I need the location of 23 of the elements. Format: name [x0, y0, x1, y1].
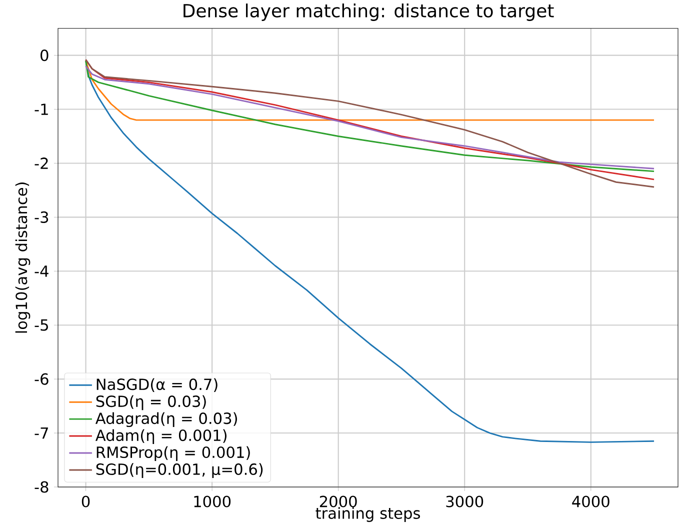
x-axis-title: training steps: [316, 507, 420, 522]
x-tick-label: 3000: [446, 496, 484, 508]
y-tick-label: -8: [34, 481, 48, 493]
y-tick-label: -5: [34, 319, 48, 331]
x-tick-label: 1000: [194, 496, 231, 508]
y-axis-title: log10(avg distance): [15, 182, 30, 333]
y-tick-label: 0: [40, 50, 48, 62]
legend-label: SGD(η = 0.03): [96, 395, 206, 410]
x-tick-label: 2000: [320, 496, 357, 508]
y-tick-label: -6: [34, 373, 48, 385]
legend-label: Adagrad(η = 0.03): [95, 412, 237, 428]
y-tick-label: -1: [34, 104, 48, 115]
x-tick-label: 0: [82, 496, 90, 508]
y-tick-label: -7: [34, 427, 48, 439]
y-tick-label: -4: [34, 266, 48, 277]
y-tick-label: -2: [34, 158, 48, 169]
x-tick-label: 4000: [572, 496, 610, 508]
legend-label: SGD(η=0.001, μ=0.6): [96, 463, 263, 478]
legend-label: NaSGD(α = 0.7): [96, 378, 218, 392]
y-tick-label: -3: [34, 211, 48, 223]
legend-label: RMSProp(η = 0.001): [96, 446, 250, 462]
chart-title: Dense layer matching: distance to target: [184, 4, 554, 21]
legend-label: Adam(η = 0.001): [95, 429, 226, 444]
